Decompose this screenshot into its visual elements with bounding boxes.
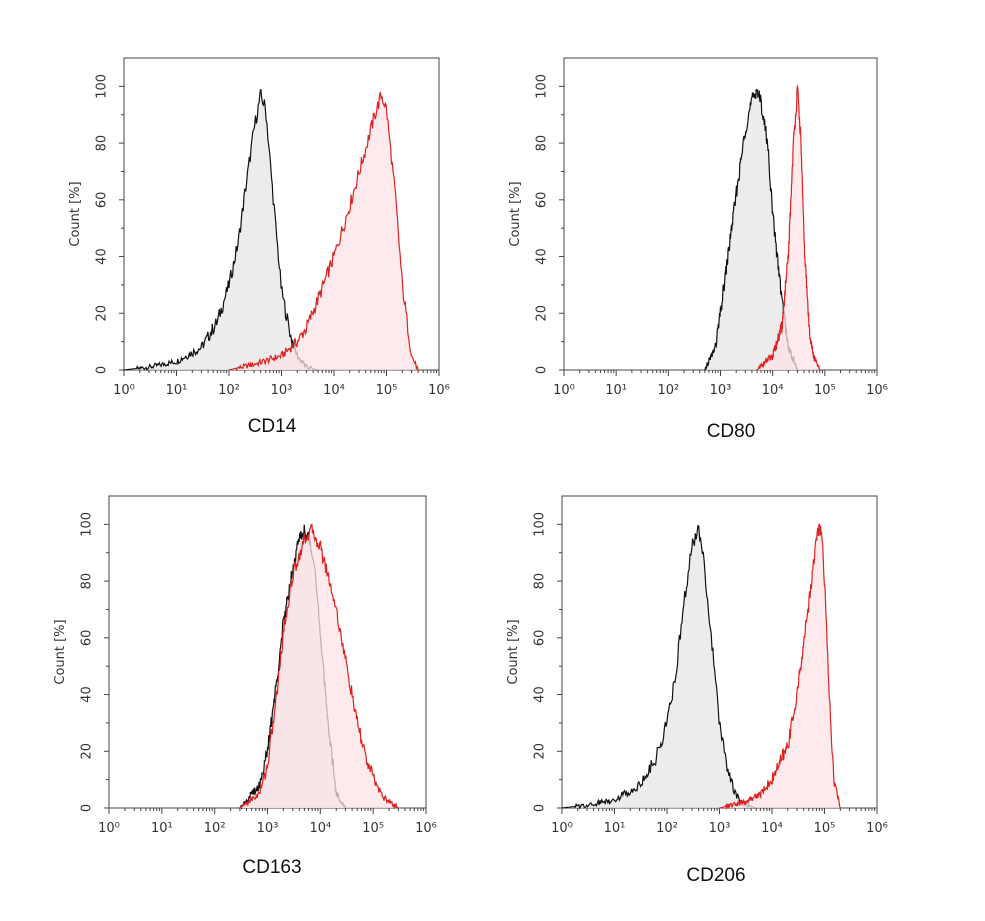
histogram-line-control [704, 89, 799, 371]
y-tick-label: 100 [95, 74, 110, 99]
x-tick-label: 10¹ [605, 383, 627, 398]
x-axis-label: CD14 [248, 416, 297, 437]
y-tick-label: 60 [533, 630, 548, 647]
histogram-fill-stained [239, 524, 399, 808]
y-tick-label: 100 [535, 74, 550, 99]
x-tick-label: 10⁰ [553, 383, 575, 398]
histogram-panel-2: 0 20 40 60 80 100 Count [%] 10⁰ 10¹ 10² 10³ 10⁴ 10⁵ 1… [508, 57, 888, 442]
histogram-fill-control [704, 89, 798, 370]
histogram-line-stained [756, 84, 821, 371]
x-tick-label: 10³ [257, 821, 279, 836]
histogram-line-control [123, 88, 319, 372]
y-tick-label: 40 [535, 248, 550, 265]
x-tick-label: 10² [657, 383, 679, 398]
histogram-line-stained [239, 523, 399, 810]
histogram-line-control [561, 524, 757, 810]
y-axis-label: Count [%] [508, 181, 523, 246]
x-tick-label: 10⁶ [866, 383, 888, 398]
y-tick-label: 60 [80, 630, 95, 647]
y-tick-label: 0 [533, 804, 548, 812]
x-tick-label: 10¹ [604, 821, 626, 836]
y-tick-label: 0 [95, 366, 110, 374]
y-tick-label: 60 [95, 192, 110, 209]
x-tick-label: 10¹ [151, 821, 173, 836]
x-tick-label: 10⁴ [309, 821, 331, 836]
histogram-panel-4: 0 20 40 60 80 100 Count [%] 10⁰ 10¹ 10² 10³ 10⁴ 10⁵ 1… [506, 495, 888, 886]
x-tick-label: 10⁵ [814, 821, 836, 836]
x-tick-label: 10⁶ [415, 821, 437, 836]
x-tick-label: 10⁵ [376, 383, 398, 398]
x-tick-label: 10² [218, 383, 240, 398]
x-tick-label: 10² [204, 821, 226, 836]
x-axis-label: CD206 [686, 865, 745, 886]
y-tick-label: 100 [533, 512, 548, 537]
x-tick-label: 10¹ [166, 383, 188, 398]
histogram-line-stained [719, 523, 841, 811]
y-axis-label: Count [%] [53, 619, 68, 684]
y-tick-label: 80 [80, 573, 95, 590]
y-tick-label: 20 [535, 305, 550, 322]
y-tick-label: 40 [533, 686, 548, 703]
histogram-line-stained [228, 91, 419, 372]
histogram-fill-stained [719, 524, 841, 808]
y-axis-label: Count [%] [68, 181, 83, 246]
y-tick-label: 80 [533, 573, 548, 590]
x-tick-label: 10⁵ [814, 383, 836, 398]
x-tick-label: 10⁰ [551, 821, 573, 836]
x-axis-label: CD163 [242, 857, 301, 878]
y-tick-label: 40 [95, 248, 110, 265]
x-axis-label: CD80 [707, 421, 756, 442]
histogram-fill-stained [757, 86, 820, 371]
x-tick-label: 10² [656, 821, 678, 836]
x-tick-label: 10⁶ [428, 383, 450, 398]
y-tick-label: 40 [80, 686, 95, 703]
y-tick-label: 20 [95, 305, 110, 322]
x-tick-label: 10⁴ [761, 821, 783, 836]
histogram-panel-3: 0 20 40 60 80 100 Count [%] 10⁰ 10¹ 10² 10³ 10⁴ 10⁵ 1… [53, 495, 437, 878]
histogram-panel-1: 0 20 40 60 80 100 Count [%] 10⁰ 10¹ 10² 10³ 10⁴ 10⁵ 1… [68, 57, 450, 437]
y-tick-label: 60 [535, 192, 550, 209]
histogram-fill-stained [229, 92, 419, 370]
x-tick-label: 10⁰ [113, 383, 135, 398]
x-tick-label: 10⁶ [866, 821, 888, 836]
y-tick-label: 0 [535, 366, 550, 374]
histogram-fill-control [562, 525, 757, 808]
y-tick-label: 80 [535, 135, 550, 152]
y-axis-label: Count [%] [506, 619, 521, 684]
x-tick-label: 10⁴ [762, 383, 784, 398]
x-tick-label: 10³ [709, 821, 731, 836]
y-tick-label: 0 [80, 804, 95, 812]
y-tick-label: 20 [80, 743, 95, 760]
y-tick-label: 20 [533, 743, 548, 760]
y-tick-label: 80 [95, 135, 110, 152]
x-tick-label: 10⁰ [98, 821, 120, 836]
x-tick-label: 10⁵ [362, 821, 384, 836]
y-tick-label: 100 [80, 512, 95, 537]
x-tick-label: 10⁴ [323, 383, 345, 398]
x-tick-label: 10³ [271, 383, 293, 398]
x-tick-label: 10³ [710, 383, 732, 398]
